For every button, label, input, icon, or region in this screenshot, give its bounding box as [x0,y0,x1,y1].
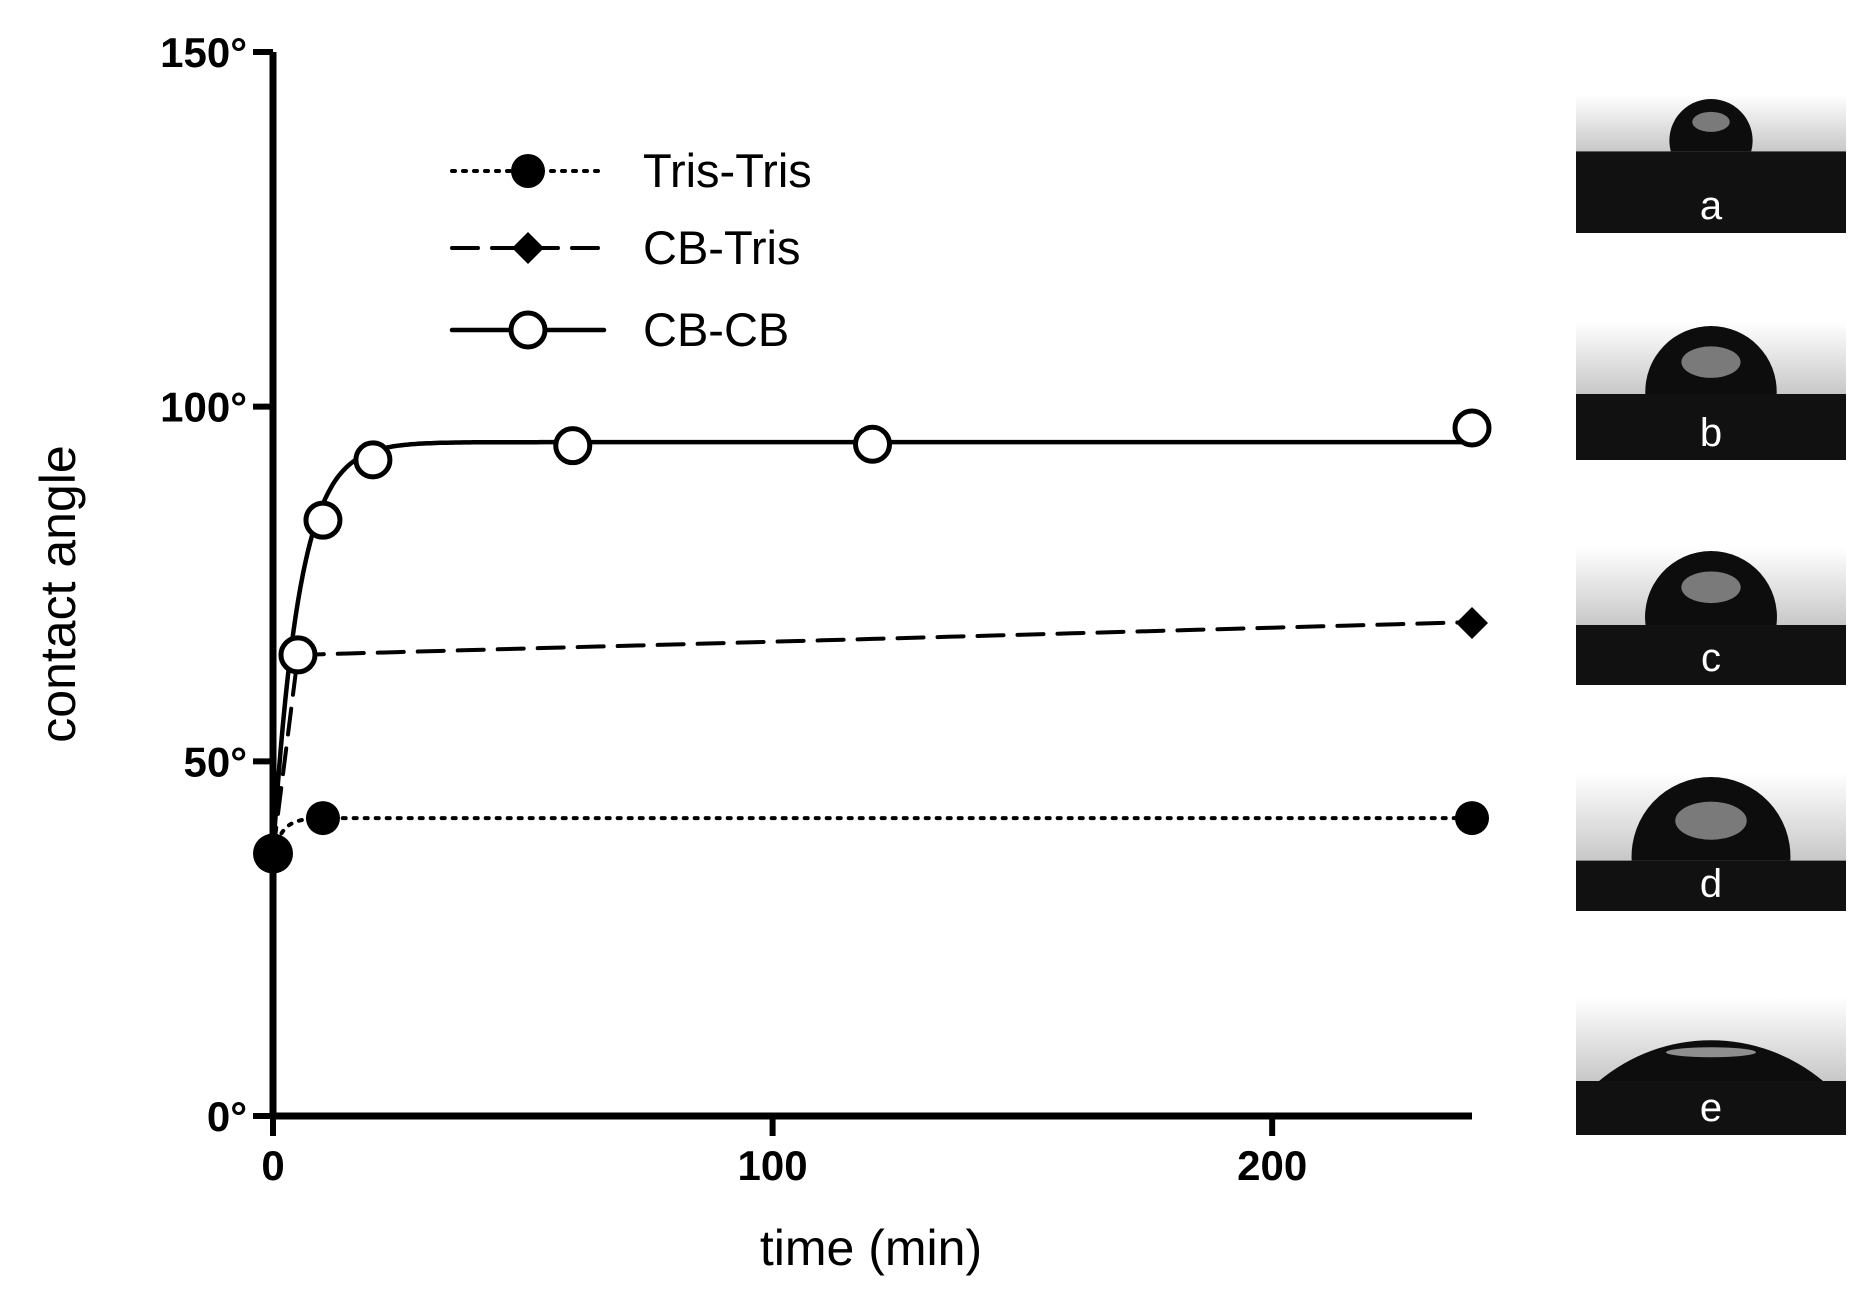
droplet-image-a: a [1576,95,1846,233]
series-line-cb-cb [270,439,1475,856]
droplet-substrate [1576,1081,1846,1135]
legend-marker-cb-cb [508,310,548,350]
series-markers [253,408,1492,874]
legend-marker-cb-tris [512,232,544,264]
droplet-highlight [1675,801,1747,840]
droplet-image-e: e [1576,997,1846,1135]
droplet-label: e [1700,1086,1722,1130]
series-line-cb-tris [271,620,1474,856]
data-point-tris-tris [305,801,340,836]
y-tick-label: 0° [207,1093,247,1140]
droplet-highlight [1681,571,1741,604]
droplet-label: b [1700,411,1722,455]
axes: 0° 50° 100° 150° 0 100 200 [160,29,1472,1189]
droplet-images: a b c d e [1576,95,1846,1135]
droplet-image-c: c [1576,547,1846,685]
data-point-tris-tris [1455,801,1489,836]
droplet-label: c [1701,636,1721,680]
data-point-cb-cb [278,635,318,675]
y-tick-label: 150° [160,29,247,76]
data-point-cb-cb [553,426,593,466]
x-tick-label: 0 [261,1142,284,1189]
data-point-cb-cb [303,500,343,540]
legend-label-cb-cb: CB-CB [643,303,789,356]
legend: Tris-Tris CB-Tris CB-CB [449,144,812,356]
y-tick-label: 50° [183,738,247,785]
legend-label-cb-tris: CB-Tris [643,221,801,274]
droplet-highlight [1692,111,1730,132]
droplet-image-d: d [1576,773,1846,911]
x-tick-label: 100 [738,1142,808,1189]
legend-marker-tris-tris [511,154,545,188]
series-line-tris-tris [271,816,1474,856]
data-point-cb-cb [1452,408,1492,448]
droplet-substrate [1576,860,1846,911]
legend-label-tris-tris: Tris-Tris [643,144,812,197]
data-point-cb-cb [853,424,892,464]
y-axis-title: contact angle [30,445,86,742]
droplet-label: a [1700,184,1723,228]
x-tick-label: 200 [1237,1142,1307,1189]
droplet-substrate [1576,625,1846,685]
droplet-highlight [1666,1047,1756,1058]
y-tick-label: 100° [160,384,247,431]
data-point-cb-cb [353,440,393,480]
droplet-label: d [1700,862,1722,906]
droplet-highlight [1681,346,1741,378]
data-point-cb-tris [1456,607,1488,640]
droplet-substrate [1576,151,1846,233]
series-lines [270,439,1475,856]
x-axis-title: time (min) [760,1220,982,1276]
droplet-substrate [1576,394,1846,460]
droplet [1599,1040,1823,1081]
droplet-image-b: b [1576,322,1846,460]
data-point-tris-tris-origin [253,833,293,874]
